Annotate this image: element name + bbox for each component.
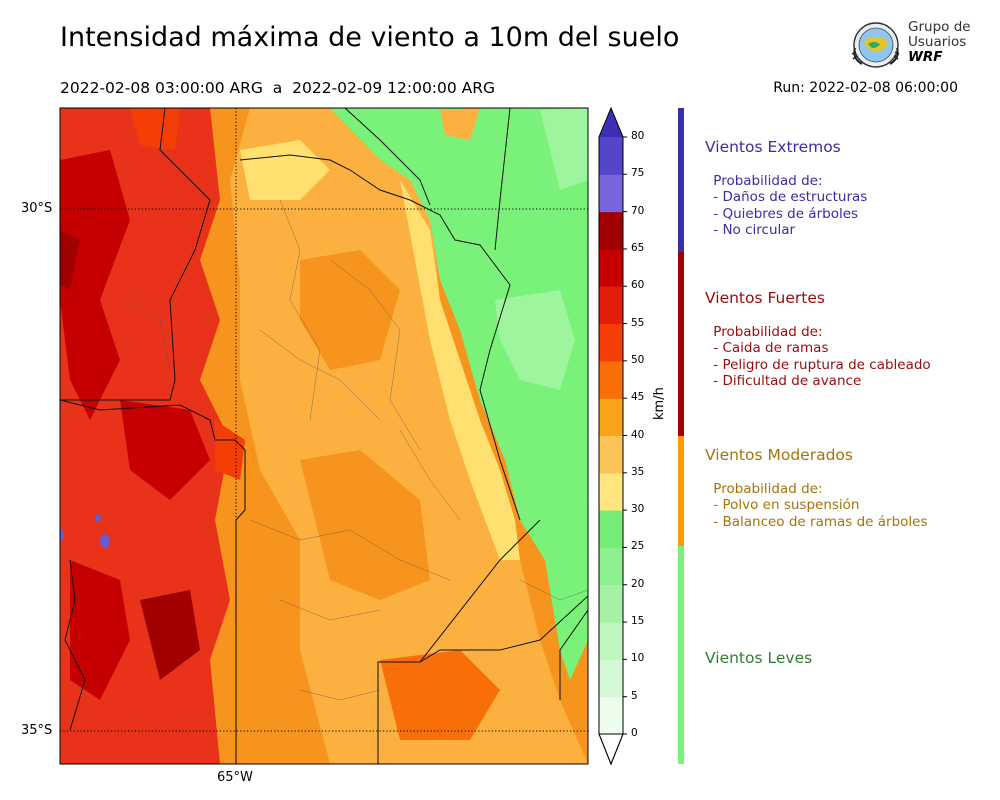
colorbar-tick-label: 45 bbox=[631, 391, 645, 404]
map-title: Intensidad máxima de viento a 10m del su… bbox=[60, 22, 680, 53]
category-name: Vientos Fuertes bbox=[705, 289, 825, 307]
legend-bar-strong bbox=[678, 252, 684, 436]
field-red-orange-1 bbox=[130, 108, 180, 150]
colorbar-cell bbox=[599, 472, 623, 511]
colorbar-cell bbox=[599, 137, 623, 175]
colorbar-tick-label: 10 bbox=[631, 652, 645, 665]
colorbar-cell bbox=[599, 547, 623, 586]
province-border-9 bbox=[559, 609, 588, 700]
colorbar-cell bbox=[599, 248, 623, 287]
category-extreme: Vientos Extremos Probabilidad de: - Daño… bbox=[705, 138, 867, 239]
lat-label-35s: 35°S bbox=[21, 723, 53, 738]
category-strong: Vientos Fuertes Probabilidad de: - Caida… bbox=[705, 289, 931, 390]
colorbar-cell bbox=[599, 360, 623, 399]
colorbar-tick-label: 30 bbox=[631, 503, 645, 516]
colorbar-unit: km/h bbox=[652, 387, 667, 420]
country-border bbox=[64, 559, 86, 731]
colorbar-cell bbox=[599, 435, 623, 474]
category-name: Vientos Extremos bbox=[705, 138, 841, 156]
province-border-6 bbox=[60, 399, 235, 441]
field-extreme-spot-2 bbox=[95, 514, 101, 522]
colorbar-tick-label: 70 bbox=[631, 204, 645, 217]
colorbar-cell bbox=[599, 510, 623, 548]
colorbar-tick-label: 35 bbox=[631, 465, 645, 478]
colorbar bbox=[598, 106, 627, 766]
field-yellow-band bbox=[400, 180, 520, 560]
field-orange-patch-1 bbox=[300, 250, 400, 370]
field-dark-red-1 bbox=[60, 150, 130, 420]
colorbar-cell bbox=[599, 584, 623, 623]
province-border-4 bbox=[494, 108, 511, 251]
category-description: Probabilidad de: - Daños de estructuras … bbox=[713, 173, 868, 239]
province-border-1 bbox=[60, 108, 211, 401]
colorbar-tick-label: 60 bbox=[631, 279, 645, 292]
globe-logo-icon bbox=[851, 22, 900, 68]
colorbar-cell bbox=[599, 659, 623, 698]
colorbar-tick-label: 0 bbox=[631, 727, 638, 739]
field-light-green-2 bbox=[540, 108, 588, 190]
field-dark-red-2 bbox=[120, 400, 210, 500]
province-border-3 bbox=[344, 108, 431, 206]
colorbar-cell bbox=[599, 398, 623, 436]
colorbar-tick-label: 20 bbox=[631, 577, 645, 590]
valid-period: 2022-02-08 03:00:00 ARG a 2022-02-09 12:… bbox=[60, 79, 496, 97]
legend-bar-extreme bbox=[678, 108, 684, 252]
province-border-7 bbox=[377, 595, 588, 764]
logo-line-2: Usuarios bbox=[908, 34, 967, 50]
colorbar-cell bbox=[599, 696, 623, 735]
colorbar-cell bbox=[599, 286, 623, 325]
run-time: Run: 2022-02-08 06:00:00 bbox=[773, 80, 958, 96]
logo-line-1: Grupo de bbox=[908, 19, 971, 35]
category-name: Vientos Leves bbox=[705, 649, 813, 667]
field-dark-red-4 bbox=[140, 590, 200, 680]
graticule bbox=[60, 108, 588, 764]
grupo-usuarios-wrf-logo: Grupo de Usuarios WRF bbox=[848, 18, 978, 72]
colorbar-cells bbox=[599, 137, 623, 735]
legend-bar-moderate bbox=[678, 436, 684, 546]
colorbar-tick-label: 50 bbox=[631, 353, 645, 366]
category-description: Probabilidad de: - Caida de ramas - Peli… bbox=[713, 324, 931, 390]
field-orange-patch-3 bbox=[380, 650, 500, 740]
field-light-green bbox=[495, 290, 575, 390]
colorbar-tick-label: 25 bbox=[631, 540, 645, 553]
field-dark-red-3 bbox=[70, 560, 130, 700]
colorbar-tick-label: 55 bbox=[631, 316, 645, 329]
colorbar-cell bbox=[599, 211, 623, 250]
field-extreme-spot-1 bbox=[100, 534, 110, 548]
legend-bar-light bbox=[678, 546, 684, 764]
field-green bbox=[330, 108, 588, 680]
colorbar-cell bbox=[599, 622, 623, 660]
colorbar-cell bbox=[599, 323, 623, 362]
lat-label-30s: 30°S bbox=[21, 201, 53, 216]
category-moderate: Vientos Moderados Probabilidad de: - Pol… bbox=[705, 446, 928, 530]
colorbar-tickmarks bbox=[623, 136, 627, 735]
field-yellow-patch bbox=[240, 140, 330, 200]
map-frame bbox=[59, 107, 589, 765]
department-lines bbox=[129, 199, 588, 701]
category-name: Vientos Moderados bbox=[705, 446, 853, 464]
wind-field bbox=[60, 108, 588, 764]
category-light: Vientos Leves bbox=[705, 649, 812, 667]
colorbar-extend-max bbox=[599, 108, 623, 137]
field-orange-patch-2 bbox=[300, 450, 430, 600]
colorbar-tick-label: 75 bbox=[631, 167, 645, 180]
field-orange-patch-4 bbox=[440, 108, 480, 140]
logo-line-3: WRF bbox=[908, 49, 943, 65]
category-description: Probabilidad de: - Polvo en suspensión -… bbox=[713, 481, 928, 530]
colorbar-tick-label: 15 bbox=[631, 615, 645, 628]
colorbar-tick-label: 40 bbox=[631, 428, 645, 441]
lon-label-65w: 65°W bbox=[217, 770, 253, 785]
province-border-8 bbox=[419, 519, 541, 663]
colorbar-tick-label: 65 bbox=[631, 241, 645, 254]
colorbar-tick-label: 80 bbox=[631, 130, 645, 142]
field-extreme-spot-3 bbox=[60, 529, 64, 541]
field-red-orange-2 bbox=[215, 420, 245, 480]
colorbar-extend-min bbox=[598, 733, 624, 766]
colorbar-cell bbox=[599, 174, 623, 213]
province-border-2 bbox=[239, 154, 521, 521]
field-dark-red-5 bbox=[60, 230, 80, 290]
colorbar-tick-label: 5 bbox=[631, 689, 638, 702]
